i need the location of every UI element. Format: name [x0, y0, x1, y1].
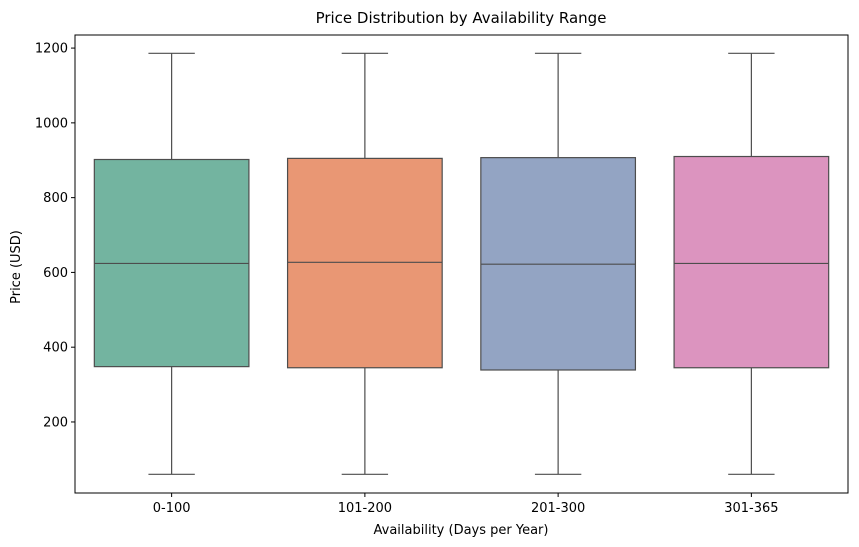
x-axis-title: Availability (Days per Year)	[374, 523, 549, 538]
box-group-301-365	[673, 52, 830, 475]
plot-area	[74, 34, 849, 494]
x-tick-label: 101-200	[338, 501, 392, 516]
x-tick-label: 0-100	[153, 501, 191, 516]
x-tick-label: 301-365	[724, 501, 778, 516]
x-tick-label: 201-300	[531, 501, 585, 516]
y-tick-label: 600	[43, 266, 68, 281]
chart-title: Price Distribution by Availability Range	[316, 9, 607, 27]
y-tick-label: 800	[43, 191, 68, 206]
box-group-0-100	[93, 52, 250, 475]
y-tick-label: 1200	[35, 42, 68, 57]
box	[673, 155, 830, 369]
y-tick-label: 400	[43, 341, 68, 356]
plot-frame	[74, 34, 849, 494]
y-tick-label: 1000	[35, 116, 68, 131]
y-axis-title: Price (USD)	[9, 230, 24, 304]
box-group-101-200	[286, 52, 443, 475]
box-group-201-300	[480, 52, 637, 475]
y-axis: 200 400 600 800 1000 1200	[35, 42, 75, 430]
box	[286, 157, 443, 369]
y-tick-label: 200	[43, 415, 68, 430]
x-axis: 0-100 101-200 201-300 301-365	[153, 493, 779, 516]
